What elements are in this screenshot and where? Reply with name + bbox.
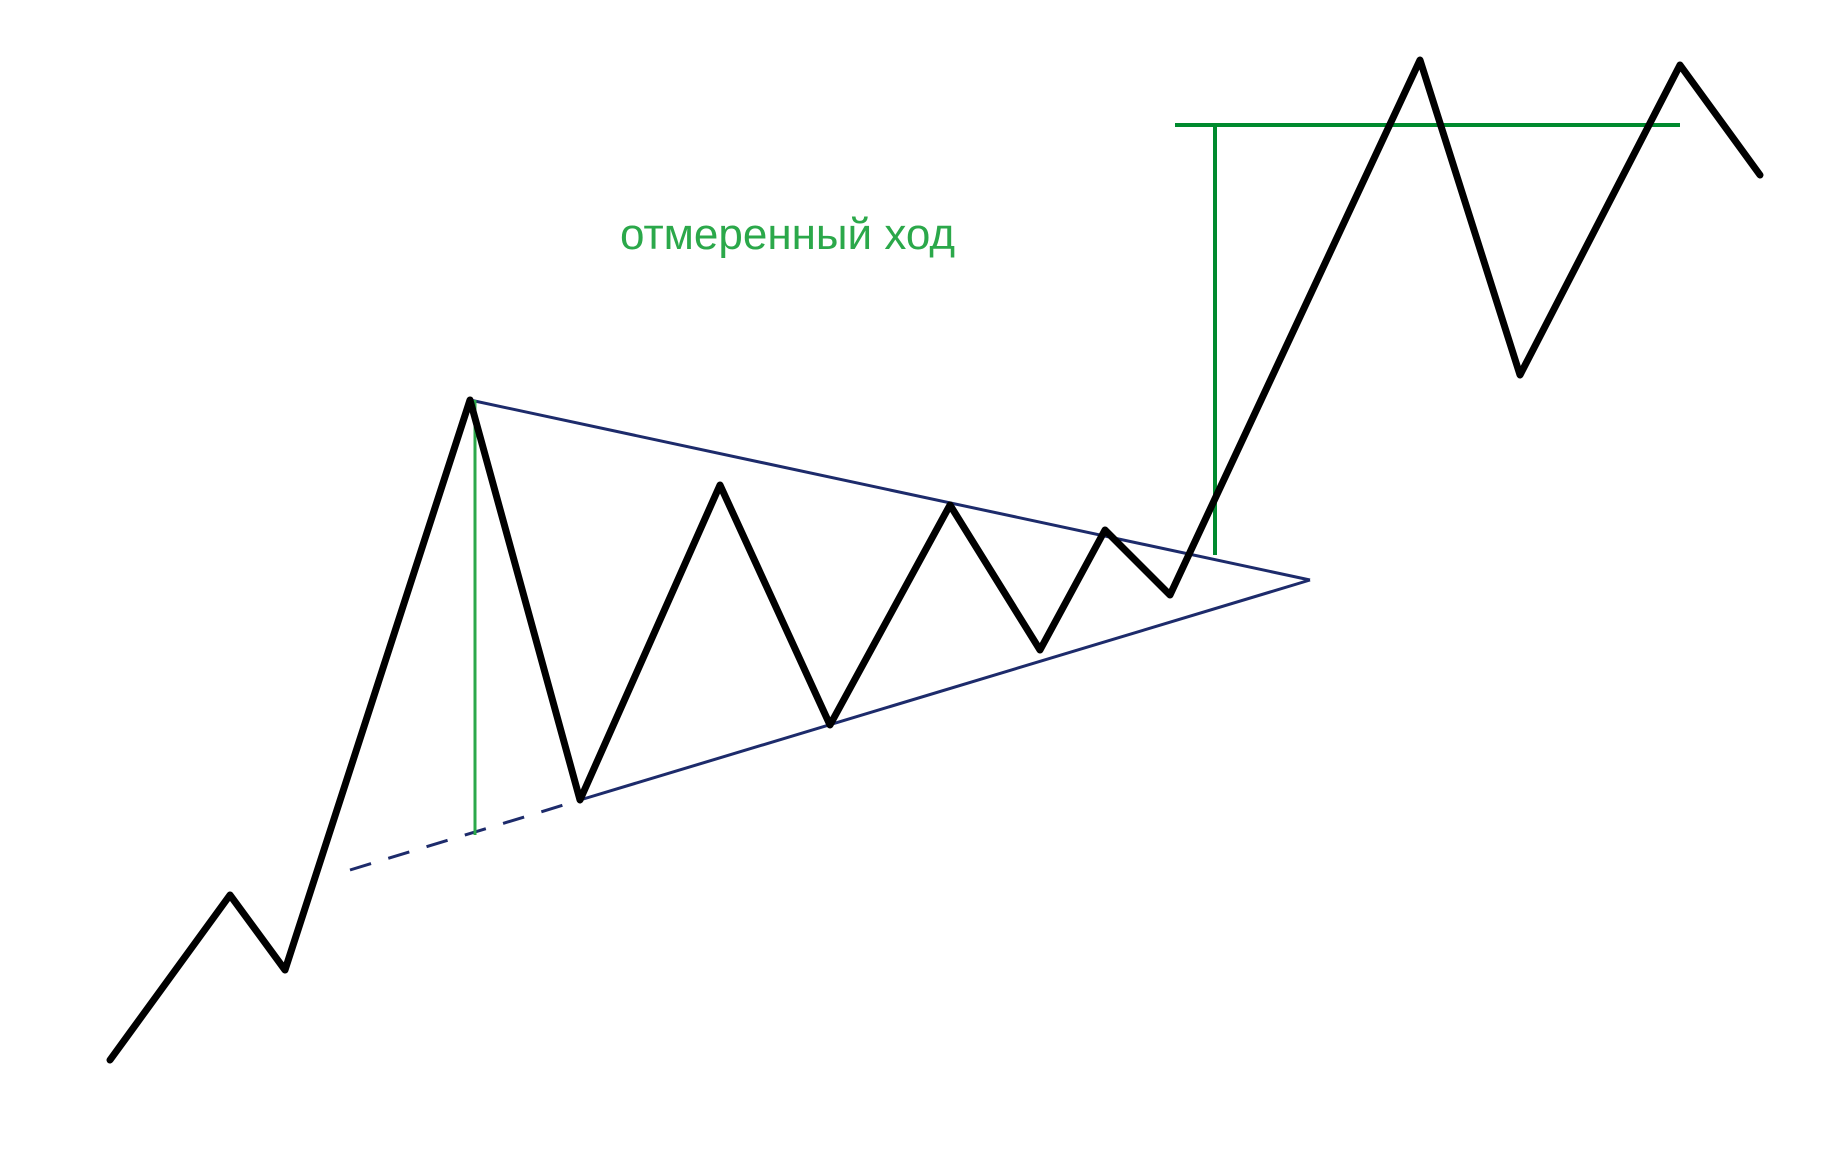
triangle-top-line <box>470 400 1310 580</box>
triangle-bottom-solid <box>580 580 1310 800</box>
pattern-diagram <box>0 0 1822 1168</box>
triangle-bottom-dashed <box>350 800 580 870</box>
measured-move-label: отмеренный ход <box>620 210 955 260</box>
